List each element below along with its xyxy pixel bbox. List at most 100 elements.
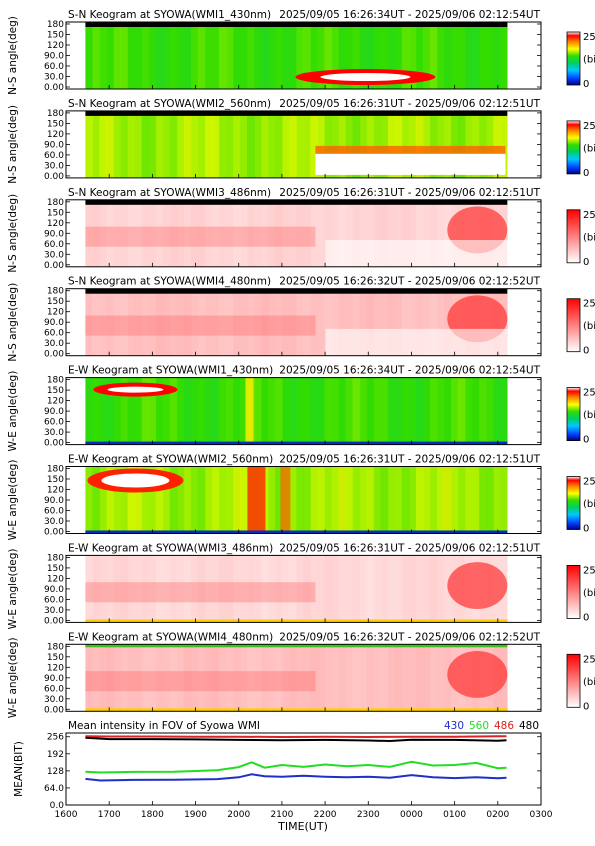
keogram-stripe xyxy=(233,466,241,534)
aurora-band xyxy=(85,315,316,336)
keogram-stripe xyxy=(261,377,269,445)
keogram-stripe xyxy=(254,199,262,267)
y-tick-label: 60.0 xyxy=(44,507,64,517)
keogram-stripe xyxy=(437,377,445,445)
keogram-stripe xyxy=(261,110,269,178)
colorbar-min-label: 0 xyxy=(583,524,589,535)
keogram-stripe xyxy=(289,377,297,445)
keogram-stripe xyxy=(345,199,354,267)
keogram-stripe xyxy=(345,555,354,623)
keogram-stripe xyxy=(422,466,431,534)
panel-title: E-W Keogram at SYOWA(WMI2_560nm) xyxy=(68,454,273,466)
y-tick-label: 256 xyxy=(47,733,64,743)
panel-title: E-W Keogram at SYOWA(WMI4_480nm) xyxy=(68,631,273,643)
keogram-stripe xyxy=(127,644,136,712)
keogram-stripe xyxy=(99,22,108,89)
colorbar xyxy=(566,653,581,708)
panel-title: E-W Keogram at SYOWA(WMI3_486nm) xyxy=(68,542,273,554)
y-tick-label: 120 xyxy=(47,663,64,673)
y-tick-label: 120 xyxy=(47,41,64,51)
y-tick-label: 0.0 xyxy=(50,801,65,811)
keogram-stripe xyxy=(162,22,171,89)
keogram-stripe xyxy=(204,466,213,534)
keogram-stripe xyxy=(352,22,361,89)
keogram-stripe xyxy=(429,377,438,445)
keogram-stripe xyxy=(169,644,178,712)
keogram-stripe xyxy=(429,644,438,712)
keogram-stripe xyxy=(190,22,199,89)
keogram-stripe xyxy=(268,288,276,356)
keogram-stripe xyxy=(141,199,150,267)
masked-band xyxy=(85,199,508,205)
keogram-stripe xyxy=(219,22,227,89)
x-tick-label: 2100 xyxy=(270,810,293,820)
aurora-band xyxy=(85,671,316,692)
keogram-stripe xyxy=(282,377,290,445)
keogram-stripe xyxy=(296,555,304,623)
keogram-stripe xyxy=(120,22,129,89)
colorbar xyxy=(566,565,581,619)
x-tick-label: 0100 xyxy=(443,810,466,820)
keogram-stripe xyxy=(366,110,375,178)
edge-band xyxy=(85,619,508,623)
keogram-stripe xyxy=(155,555,164,623)
keogram-stripe xyxy=(422,288,431,356)
keogram-stripe xyxy=(352,110,361,178)
keogram-stripe xyxy=(211,22,220,89)
x-tick-label: 2300 xyxy=(357,810,380,820)
aurora-band xyxy=(85,226,316,247)
keogram-stripe xyxy=(289,288,297,356)
keogram-stripe xyxy=(141,110,150,178)
keogram-stripe xyxy=(219,555,227,623)
keogram-stripe xyxy=(493,22,501,89)
keogram-stripe xyxy=(331,110,340,178)
keogram-stripe xyxy=(394,22,403,89)
panel-title: S-N Keogram at SYOWA(WMI1_430nm) xyxy=(68,9,271,21)
keogram-stripe xyxy=(85,199,93,267)
y-tick-label: 30.0 xyxy=(44,606,64,616)
keogram-stripe xyxy=(303,288,311,356)
keogram-panel: E-W Keogram at SYOWA(WMI4_480nm) 2025/09/… xyxy=(7,631,595,718)
colorbar-max-label: 255 xyxy=(583,654,595,665)
y-tick-label: 64.0 xyxy=(44,784,64,794)
keogram-stripe xyxy=(254,644,262,712)
y-tick-label: 0.00 xyxy=(44,616,64,626)
y-tick-label: 0.00 xyxy=(44,172,64,182)
aurora-arc-core xyxy=(107,386,164,393)
y-tick-label: 30.0 xyxy=(44,339,64,349)
colorbar-max-label: 255 xyxy=(583,299,595,310)
keogram-stripe xyxy=(338,110,347,178)
keogram-stripe xyxy=(331,288,340,356)
keogram-stripe xyxy=(169,199,178,267)
keogram-stripe xyxy=(197,644,206,712)
keogram-stripe xyxy=(458,377,466,445)
keogram-stripe xyxy=(261,22,269,89)
keogram-stripe xyxy=(352,288,361,356)
keogram-stripe xyxy=(204,644,213,712)
keogram-stripe xyxy=(366,288,375,356)
keogram-panel: E-W Keogram at SYOWA(WMI1_430nm) 2025/09/… xyxy=(7,365,595,452)
y-tick-label: 180 xyxy=(47,553,64,563)
y-tick-label: 60.0 xyxy=(44,418,64,428)
y-tick-label: 60.0 xyxy=(44,595,64,605)
keogram-stripe xyxy=(169,555,178,623)
keogram-stripe xyxy=(303,377,311,445)
keogram-stripe xyxy=(429,199,438,267)
panel-time-range: 2025/09/05 16:26:31UT - 2025/09/06 02:12… xyxy=(279,542,540,554)
x-tick-label: 0200 xyxy=(486,810,509,820)
keogram-stripe xyxy=(219,644,227,712)
keogram-stripe xyxy=(183,288,192,356)
keogram-stripe xyxy=(113,644,122,712)
keogram-stripe xyxy=(451,466,459,534)
y-tick-label: 150 xyxy=(47,475,64,485)
keogram-stripe xyxy=(401,22,410,89)
keogram-stripe xyxy=(190,555,199,623)
keogram-stripe xyxy=(233,377,241,445)
keogram-stripe xyxy=(92,199,100,267)
y-tick-label: 0.00 xyxy=(44,528,64,538)
keogram-stripe xyxy=(359,555,368,623)
series-line xyxy=(85,736,507,743)
keogram-stripe xyxy=(155,110,164,178)
keogram-stripe xyxy=(437,22,445,89)
keogram-stripe xyxy=(401,644,410,712)
